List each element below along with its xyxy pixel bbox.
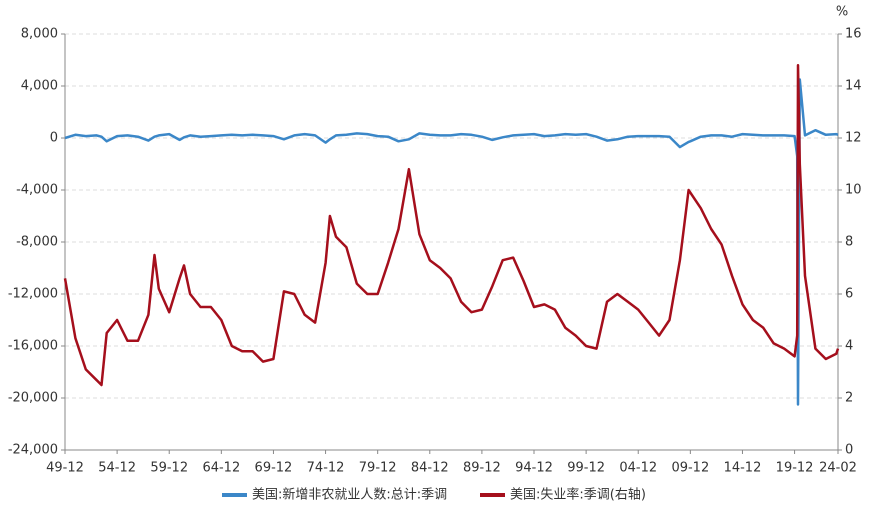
- x-tick-label: 59-12: [150, 461, 188, 476]
- y-tick-label: -24,000: [8, 443, 58, 458]
- x-tick-label: 84-12: [411, 461, 449, 476]
- legend-label: 美国:新增非农就业人数:总计:季调: [252, 487, 447, 503]
- x-tick-label: 54-12: [98, 461, 136, 476]
- y-tick-label: -16,000: [8, 339, 58, 354]
- x-tick-label: 49-12: [46, 461, 84, 476]
- x-tick-label: 09-12: [671, 461, 709, 476]
- y-tick-label: 0: [50, 131, 58, 146]
- y2-tick-label: 6: [845, 287, 853, 302]
- y2-tick-label: 0: [845, 443, 853, 458]
- x-tick-label: 89-12: [463, 461, 501, 476]
- y-tick-label: 8,000: [21, 27, 58, 42]
- y-tick-label: -8,000: [16, 235, 58, 250]
- y2-tick-label: 12: [845, 131, 862, 146]
- x-tick-label: 79-12: [359, 461, 397, 476]
- x-tick-label: 74-12: [307, 461, 345, 476]
- x-tick-label: 94-12: [515, 461, 553, 476]
- series-line: [64, 78, 839, 406]
- x-tick-label: 64-12: [202, 461, 240, 476]
- y2-tick-label: 14: [845, 79, 862, 94]
- y2-tick-label: 4: [845, 339, 853, 354]
- y2-unit: %: [836, 5, 848, 20]
- x-tick-label: 04-12: [619, 461, 657, 476]
- y-tick-label: 4,000: [21, 79, 58, 94]
- y-tick-label: -20,000: [8, 391, 58, 406]
- x-tick-label: 69-12: [255, 461, 293, 476]
- y2-tick-label: 10: [845, 183, 862, 198]
- x-tick-label: 14-12: [724, 461, 762, 476]
- y2-tick-label: 2: [845, 391, 853, 406]
- y2-tick-label: 16: [845, 27, 862, 42]
- legend-label: 美国:失业率:季调(右轴): [510, 487, 646, 503]
- series-line: [63, 63, 840, 387]
- y-tick-label: -12,000: [8, 287, 58, 302]
- x-tick-label: 19-12: [776, 461, 814, 476]
- y-tick-label: -4,000: [16, 183, 58, 198]
- x-tick-label: 99-12: [567, 461, 605, 476]
- y2-tick-label: 8: [845, 235, 853, 250]
- x-tick-label: 24-02: [819, 461, 857, 476]
